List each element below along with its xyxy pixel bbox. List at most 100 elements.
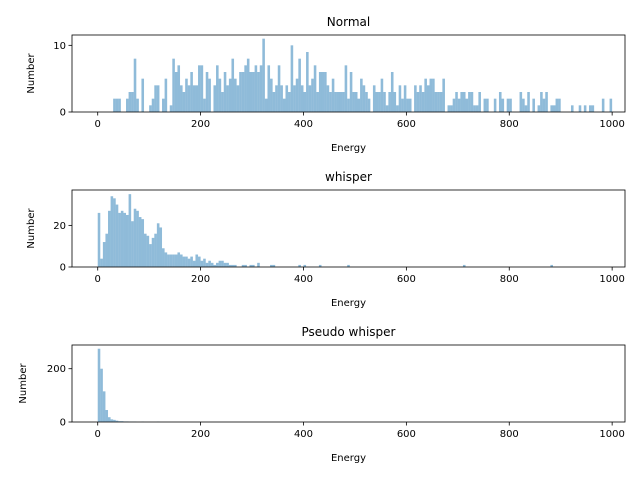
bar <box>188 85 191 112</box>
bar <box>180 85 183 112</box>
bar <box>414 85 417 112</box>
bar <box>131 221 134 267</box>
bar <box>121 211 124 267</box>
bar <box>105 410 108 422</box>
bar <box>180 255 183 267</box>
bar <box>298 59 301 112</box>
bar <box>216 65 219 112</box>
x-tick-label: 800 <box>500 274 519 285</box>
bar <box>141 219 144 267</box>
bar <box>131 92 134 112</box>
x-axis-label: Energy <box>331 298 366 309</box>
x-tick-label: 600 <box>397 429 416 440</box>
bar <box>288 92 291 112</box>
bar <box>231 59 234 112</box>
bar <box>242 72 245 112</box>
x-tick-label: 1000 <box>599 119 624 130</box>
bar <box>522 99 525 112</box>
bar <box>399 85 402 112</box>
bar <box>255 65 258 112</box>
bar <box>291 45 294 112</box>
bar <box>280 85 283 112</box>
bar <box>419 85 422 112</box>
bar <box>406 99 409 112</box>
bar <box>100 259 103 267</box>
bar <box>301 85 304 112</box>
bar <box>507 99 510 112</box>
bar <box>293 85 296 112</box>
bar <box>162 99 165 112</box>
bar <box>316 92 319 112</box>
bar <box>368 99 371 112</box>
x-axis-label: Energy <box>331 453 366 464</box>
bar <box>378 92 381 112</box>
bar <box>388 92 391 112</box>
bar <box>520 92 523 112</box>
bar <box>170 255 173 267</box>
bar <box>401 99 404 112</box>
bar <box>237 85 240 112</box>
bar <box>136 211 139 267</box>
bar <box>358 99 361 112</box>
bar <box>221 92 224 112</box>
bar <box>396 105 399 112</box>
bar <box>226 263 229 267</box>
y-tick-label: 0 <box>60 108 66 119</box>
bar <box>195 255 198 267</box>
bar <box>363 85 366 112</box>
bar <box>417 92 420 112</box>
x-tick-label: 0 <box>95 429 101 440</box>
y-axis-label: Number <box>26 208 37 249</box>
bar <box>165 252 168 267</box>
bar <box>154 234 157 267</box>
x-tick-label: 600 <box>397 274 416 285</box>
y-tick-label: 20 <box>53 221 66 232</box>
bar <box>350 72 353 112</box>
bar <box>602 99 605 112</box>
bar <box>262 39 265 112</box>
bar <box>427 85 430 112</box>
bar <box>404 85 407 112</box>
bar <box>201 65 204 112</box>
bar <box>100 369 103 422</box>
bar <box>610 99 613 112</box>
x-tick-label: 400 <box>294 429 313 440</box>
bar <box>458 99 461 112</box>
bar <box>589 105 592 112</box>
bar <box>198 257 201 267</box>
x-tick-label: 800 <box>500 119 519 130</box>
bar <box>478 92 481 112</box>
bar <box>525 105 528 112</box>
bar <box>509 99 512 112</box>
x-tick-label: 1000 <box>599 429 624 440</box>
bar <box>219 79 222 112</box>
bar <box>211 263 214 267</box>
bar <box>234 79 237 112</box>
bar <box>571 105 574 112</box>
bar <box>376 92 379 112</box>
bar <box>460 92 463 112</box>
x-tick-label: 0 <box>95 274 101 285</box>
bar <box>216 263 219 267</box>
bar <box>502 99 505 112</box>
bar <box>149 244 152 267</box>
bar <box>252 72 255 112</box>
bar <box>201 261 204 267</box>
bar <box>303 92 306 112</box>
bar <box>543 99 546 112</box>
bar <box>175 255 178 267</box>
bar <box>309 85 312 112</box>
bar <box>219 261 222 267</box>
bar <box>332 79 335 112</box>
x-tick-label: 200 <box>191 274 210 285</box>
bar <box>195 85 198 112</box>
bar <box>206 72 209 112</box>
bar <box>430 79 433 112</box>
bar <box>177 65 180 112</box>
bar <box>473 105 476 112</box>
bar <box>532 99 535 112</box>
bar <box>270 79 273 112</box>
bar <box>579 105 582 112</box>
